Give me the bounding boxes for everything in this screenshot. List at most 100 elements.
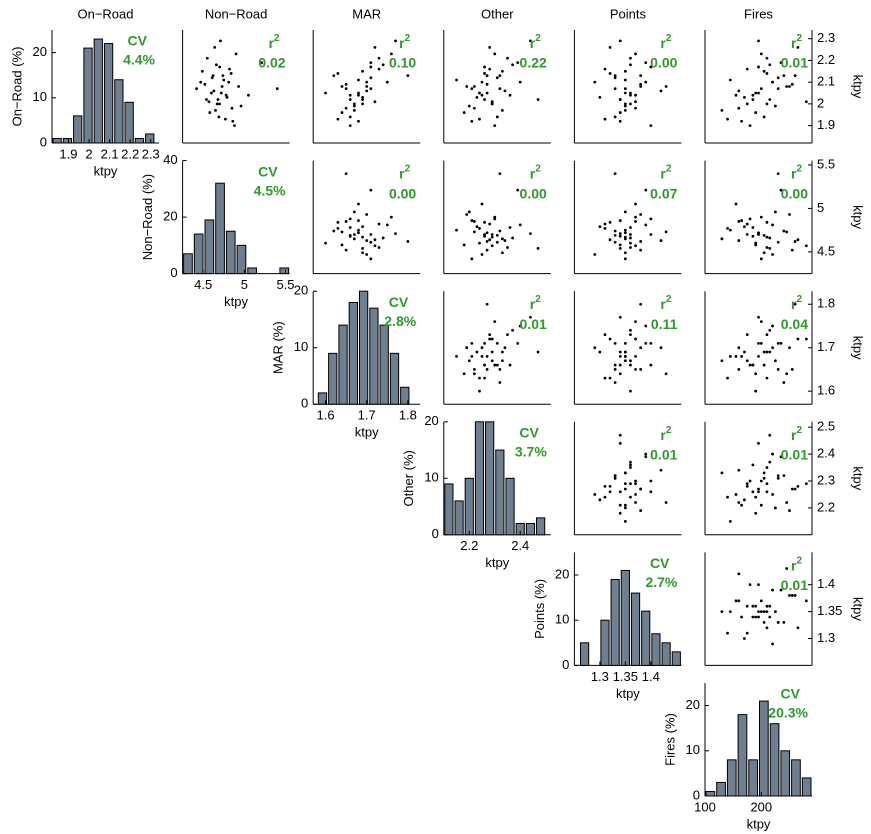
scatter-point — [762, 115, 766, 119]
scatter-point — [629, 460, 632, 464]
scatter-point — [361, 98, 364, 101]
x-tick-label: 1.4 — [642, 669, 660, 684]
scatter-point — [765, 56, 769, 60]
r2-label: r2 — [399, 163, 410, 181]
scatter-point — [773, 104, 777, 108]
scatter-point — [720, 109, 724, 112]
r2-superscript: 2 — [666, 294, 672, 305]
scatter-point — [737, 239, 741, 242]
scatter-point — [215, 102, 219, 106]
scatter-point — [771, 80, 774, 84]
x-tick-label: 2.2 — [460, 538, 478, 553]
scatter-point — [629, 236, 632, 240]
histogram-bar — [358, 290, 369, 405]
x-axis-label: ktpy — [94, 163, 118, 178]
scatter-point — [748, 124, 752, 128]
scatter-point — [608, 484, 612, 488]
scatter-point — [332, 74, 336, 78]
scatter-point — [495, 240, 499, 244]
scatter-point — [472, 220, 476, 223]
scatter-point — [634, 354, 637, 358]
y-tick-label: 20 — [555, 566, 569, 581]
scatter-point — [361, 246, 364, 250]
scatter-point — [771, 452, 774, 456]
r2-symbol: r — [791, 35, 797, 51]
histogram-bar — [536, 517, 546, 536]
scatter-point — [500, 350, 504, 354]
scatter-point — [470, 341, 474, 345]
y-tick-label: 10 — [555, 612, 569, 627]
scatter-point — [634, 337, 637, 341]
hist-y-label: Other (%) — [401, 450, 416, 506]
scatter-point — [455, 354, 458, 358]
scatter-point — [629, 389, 632, 393]
scatter-point — [745, 359, 749, 363]
right-tick-label: 2.4 — [817, 446, 835, 461]
scatter-point — [644, 455, 648, 459]
y-tick-label: 10 — [424, 470, 438, 485]
scatter-point — [639, 346, 643, 350]
scatter-point — [629, 233, 632, 236]
scatter-point — [478, 241, 481, 245]
scatter-point — [745, 333, 749, 337]
cv-value: 20.3% — [768, 705, 808, 721]
column-title: Other — [481, 6, 514, 21]
scatter-point — [745, 67, 749, 71]
scatter-point — [361, 251, 364, 255]
scatter-point — [776, 620, 780, 624]
scatter-point — [485, 302, 489, 306]
scatter-point — [623, 503, 627, 507]
scatter-point — [659, 239, 663, 242]
scatter-point — [490, 233, 494, 236]
scatter-point — [467, 210, 471, 214]
scatter-point — [751, 604, 755, 608]
scatter-point — [629, 482, 632, 486]
scatter-point — [782, 74, 786, 78]
column-title: MAR — [352, 6, 381, 21]
scatter-point — [483, 376, 486, 380]
scatter-point — [603, 495, 607, 499]
x-tick-label: 2.4 — [511, 538, 529, 553]
scatter-point — [796, 238, 800, 242]
r2-value: 0.02 — [258, 55, 285, 71]
scatter-point — [745, 233, 749, 236]
scatter-point — [260, 61, 264, 64]
scatter-point — [629, 93, 632, 97]
scatter-point — [608, 72, 612, 75]
scatter-point — [357, 91, 360, 95]
hist-y-label: Fires (%) — [662, 713, 677, 766]
scatter-point — [227, 80, 231, 84]
scatter-point — [745, 604, 749, 608]
scatter-point — [324, 241, 327, 245]
scatter-point — [536, 246, 540, 250]
r2-symbol: r — [791, 296, 797, 312]
r2-label: r2 — [791, 294, 802, 312]
scatter-point — [480, 202, 484, 206]
scatter-point — [629, 63, 632, 67]
scatter-point — [470, 354, 474, 358]
hist-y-label: Points (%) — [532, 579, 547, 639]
scatter-point — [237, 85, 240, 88]
scatter-point — [598, 95, 602, 99]
scatter-point — [465, 346, 469, 350]
right-axis-label: ktpy — [851, 336, 866, 360]
scatter-point — [234, 52, 238, 56]
scatter-point — [768, 604, 772, 608]
scatter-point — [728, 228, 732, 232]
scatter-point — [759, 341, 763, 345]
scatter-point — [762, 350, 766, 354]
scatter-point — [608, 376, 612, 380]
scatter-point — [785, 372, 789, 376]
cv-value: 4.4% — [123, 52, 155, 68]
scatter-point — [644, 188, 648, 192]
scatter-point — [478, 117, 481, 121]
scatter-point — [508, 226, 512, 229]
right-tick-label: 4.5 — [817, 243, 835, 258]
scatter-point — [205, 56, 209, 60]
scatter-point — [365, 239, 369, 242]
scatter-point — [385, 80, 389, 84]
r2-value: 0.11 — [651, 316, 678, 332]
scatter-point — [743, 95, 746, 99]
scatter-point — [488, 67, 492, 71]
